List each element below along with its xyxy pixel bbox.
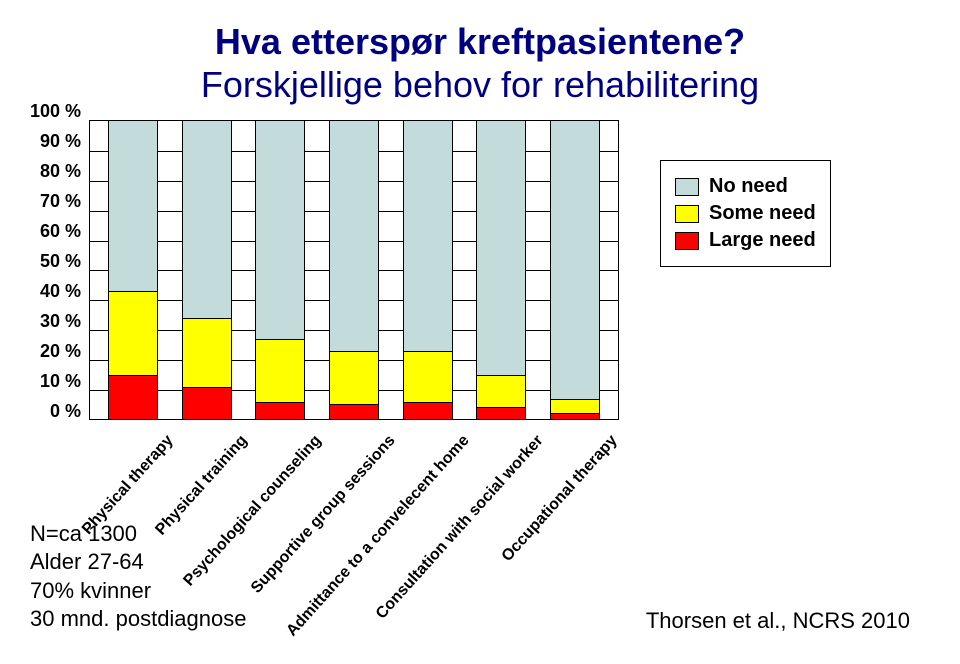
bar-segment-no-need (330, 121, 378, 350)
bar (255, 121, 305, 419)
sample-info-line: N=ca 1300 (30, 520, 247, 549)
y-tick-label: 80 % (40, 161, 81, 181)
legend-swatch (675, 178, 699, 196)
y-tick-label: 90 % (40, 131, 81, 151)
legend-item: Some need (675, 202, 816, 225)
sample-info-line: 70% kvinner (30, 577, 247, 606)
bar (329, 121, 379, 419)
legend-swatch (675, 232, 699, 250)
bar-segment-no-need (404, 121, 452, 350)
bar-segment-some-need (551, 399, 599, 414)
bar (108, 121, 158, 419)
sample-info-line: Alder 27-64 (30, 548, 247, 577)
plot-area (89, 120, 619, 420)
citation: Thorsen et al., NCRS 2010 (646, 608, 910, 634)
bars-container (90, 121, 618, 419)
bar-segment-large-need (551, 413, 599, 419)
bar-segment-some-need (330, 351, 378, 405)
legend-label: Large need (709, 229, 816, 252)
bar (403, 121, 453, 419)
y-tick-label: 50 % (40, 251, 81, 271)
legend-label: No need (709, 175, 788, 198)
legend: No need Some need Large need (660, 160, 831, 267)
legend-label: Some need (709, 202, 816, 225)
bar (476, 121, 526, 419)
bar-segment-some-need (256, 339, 304, 402)
y-tick-label: 0 % (50, 401, 81, 421)
bar-segment-no-need (477, 121, 525, 374)
title-line-2: Forskjellige behov for rehabilitering (30, 63, 930, 106)
bar-segment-some-need (404, 351, 452, 402)
title-line-1: Hva etterspør kreftpasientene? (30, 20, 930, 63)
y-tick-label: 10 % (40, 371, 81, 391)
bar (182, 121, 232, 419)
bar-segment-no-need (256, 121, 304, 339)
bar-segment-some-need (109, 291, 157, 374)
y-tick-label: 70 % (40, 191, 81, 211)
y-axis: 100 %90 %80 %70 %60 %50 %40 %30 %20 %10 … (30, 120, 81, 420)
legend-item: Large need (675, 229, 816, 252)
bar-segment-large-need (404, 402, 452, 420)
bar-segment-some-need (183, 318, 231, 387)
bar-segment-large-need (256, 402, 304, 420)
y-tick-label: 100 % (30, 101, 81, 121)
y-tick-label: 60 % (40, 221, 81, 241)
bar-segment-large-need (477, 407, 525, 419)
bar-segment-large-need (183, 387, 231, 420)
chart-title: Hva etterspør kreftpasientene? Forskjell… (30, 20, 930, 106)
y-tick-label: 20 % (40, 341, 81, 361)
legend-item: No need (675, 175, 816, 198)
bar-segment-no-need (183, 121, 231, 318)
sample-info-line: 30 mnd. postdiagnose (30, 605, 247, 634)
bar-segment-no-need (109, 121, 157, 291)
bar (550, 121, 600, 419)
x-tick-label: Supportive group sessions (248, 432, 399, 597)
bar-segment-large-need (330, 404, 378, 419)
y-tick-label: 30 % (40, 311, 81, 331)
legend-swatch (675, 205, 699, 223)
bar-segment-no-need (551, 121, 599, 398)
y-tick-label: 40 % (40, 281, 81, 301)
bar-segment-large-need (109, 375, 157, 420)
bar-segment-some-need (477, 375, 525, 408)
sample-info: N=ca 1300Alder 27-6470% kvinner30 mnd. p… (30, 520, 247, 634)
